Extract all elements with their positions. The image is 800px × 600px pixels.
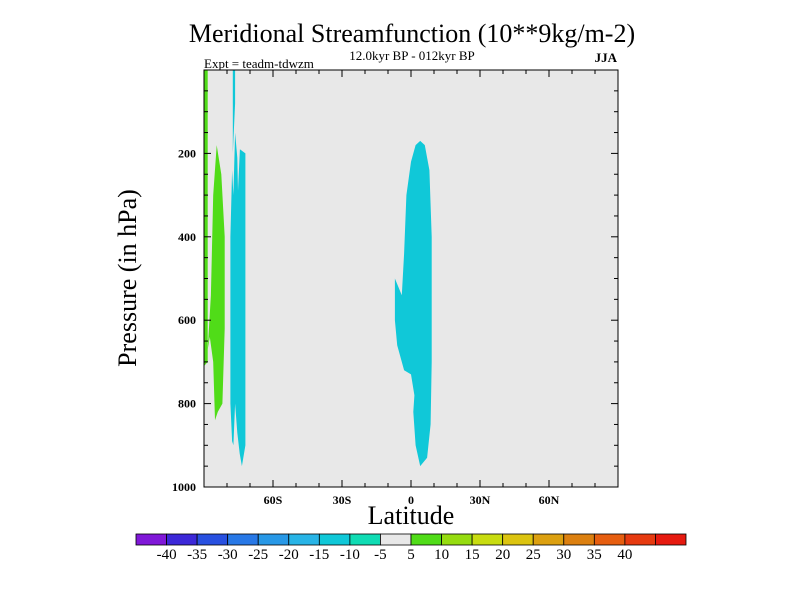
colorbar-swatch — [196, 533, 229, 546]
plot-frame — [203, 69, 619, 488]
colorbar-tick-label: 25 — [526, 547, 541, 563]
colorbar-tick-label: -35 — [187, 547, 207, 563]
colorbar-tick-label: -40 — [157, 547, 177, 563]
colorbar-swatch — [441, 533, 473, 546]
colorbar-swatch — [257, 533, 290, 546]
axis-ticks: 60S 30S 0 30N 60N 200 400 600 800 1000 — [172, 70, 618, 507]
y-axis-label: Pressure (in hPa) — [113, 189, 142, 367]
colorbar-swatch — [318, 533, 351, 546]
colorbar-swatch — [563, 533, 595, 546]
y-tick-label: 800 — [178, 397, 196, 411]
colorbar-swatch — [471, 533, 504, 546]
y-tick-label: 1000 — [172, 480, 196, 494]
region-cyan-cell-60s — [230, 132, 246, 467]
colorbar-tick-label: -30 — [218, 547, 238, 563]
colorbar-swatch — [349, 533, 381, 546]
region-cyan-cell-equator — [394, 140, 432, 467]
colorbar-swatch — [288, 533, 320, 546]
colorbar-tick-label: 30 — [556, 547, 571, 563]
contour-regions — [204, 70, 432, 467]
colorbar-swatch — [655, 533, 687, 546]
colorbar-tick-label: -25 — [248, 547, 268, 563]
colorbar-tick-label: 20 — [495, 547, 510, 563]
x-tick-label: 60N — [539, 493, 560, 507]
season-label: JJA — [595, 50, 618, 65]
colorbar-swatch — [593, 533, 626, 546]
y-tick-label: 200 — [178, 146, 196, 160]
x-tick-label: 0 — [408, 493, 414, 507]
colorbar-swatch — [135, 533, 167, 546]
colorbar-tick-label: 35 — [587, 547, 602, 563]
chart-subtitle: 12.0kyr BP - 012kyr BP — [349, 48, 475, 63]
colorbar-tick-label: -5 — [374, 547, 387, 563]
colorbar-swatch — [380, 533, 412, 546]
experiment-label: Expt = teadm-tdwzm — [204, 56, 314, 71]
region-cyan-sliver-60s — [232, 70, 236, 154]
colorbar-swatch — [410, 533, 442, 546]
colorbar-swatch — [227, 533, 259, 546]
y-tick-label: 400 — [178, 230, 196, 244]
x-tick-label: 30S — [333, 493, 352, 507]
x-tick-label: 60S — [264, 493, 283, 507]
colorbar-tick-label: 40 — [617, 547, 632, 563]
colorbar-swatch — [502, 533, 534, 546]
region-green-cell-south — [207, 145, 225, 421]
chart-title: Meridional Streamfunction (10**9kg/m-2) — [189, 19, 635, 48]
colorbar-tick-label: -10 — [340, 547, 360, 563]
colorbar-tick-label: 10 — [434, 547, 449, 563]
x-tick-label: 30N — [470, 493, 491, 507]
colorbar-swatch — [624, 533, 656, 546]
colorbar-tick-label: -20 — [279, 547, 299, 563]
colorbar-tick-label: 15 — [465, 547, 480, 563]
x-axis-label: Latitude — [368, 501, 455, 530]
colorbar-swatch — [532, 533, 565, 546]
y-tick-label: 600 — [178, 313, 196, 327]
colorbar: -40 -35 -30 -25 -20 -15 -10 -5 5 10 15 20 25 30 35 40 — [135, 533, 687, 563]
colorbar-swatch — [166, 533, 198, 546]
region-green-strip-far-south — [204, 70, 208, 367]
colorbar-tick-label: -15 — [309, 547, 329, 563]
colorbar-tick-label: 5 — [407, 547, 415, 563]
